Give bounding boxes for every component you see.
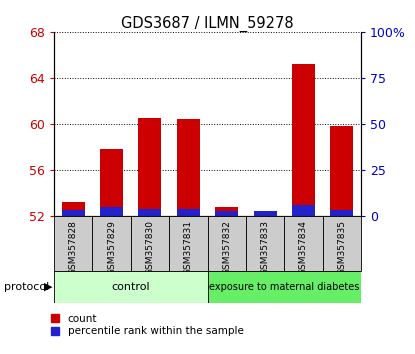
Text: GSM357832: GSM357832 <box>222 220 231 275</box>
Bar <box>62 210 85 216</box>
FancyBboxPatch shape <box>54 271 208 303</box>
Text: GSM357835: GSM357835 <box>337 220 347 275</box>
Bar <box>330 210 354 216</box>
Text: control: control <box>111 282 150 292</box>
Bar <box>177 210 200 216</box>
Bar <box>139 209 161 216</box>
Bar <box>100 207 123 216</box>
Text: protocol: protocol <box>4 282 49 292</box>
Bar <box>62 202 85 216</box>
Text: exposure to maternal diabetes: exposure to maternal diabetes <box>209 282 359 292</box>
Bar <box>330 126 354 216</box>
Text: GSM357831: GSM357831 <box>184 220 193 275</box>
FancyBboxPatch shape <box>169 216 208 271</box>
FancyBboxPatch shape <box>246 216 284 271</box>
FancyBboxPatch shape <box>323 216 361 271</box>
Bar <box>177 119 200 216</box>
Text: GSM357829: GSM357829 <box>107 220 116 275</box>
FancyBboxPatch shape <box>54 216 93 271</box>
Bar <box>254 211 276 216</box>
Text: GSM357834: GSM357834 <box>299 220 308 275</box>
Bar <box>292 205 315 216</box>
Bar <box>254 211 276 216</box>
Text: GSM357828: GSM357828 <box>68 220 78 275</box>
FancyBboxPatch shape <box>93 216 131 271</box>
Bar <box>292 64 315 216</box>
Bar <box>139 118 161 216</box>
FancyBboxPatch shape <box>208 271 361 303</box>
FancyBboxPatch shape <box>208 216 246 271</box>
Bar <box>215 211 238 216</box>
FancyBboxPatch shape <box>284 216 323 271</box>
Bar <box>215 207 238 216</box>
Text: ▶: ▶ <box>44 282 52 292</box>
Legend: count, percentile rank within the sample: count, percentile rank within the sample <box>51 314 244 336</box>
Text: GSM357830: GSM357830 <box>145 220 154 275</box>
FancyBboxPatch shape <box>131 216 169 271</box>
Title: GDS3687 / ILMN_59278: GDS3687 / ILMN_59278 <box>121 16 294 32</box>
Bar <box>100 149 123 216</box>
Text: GSM357833: GSM357833 <box>261 220 270 275</box>
